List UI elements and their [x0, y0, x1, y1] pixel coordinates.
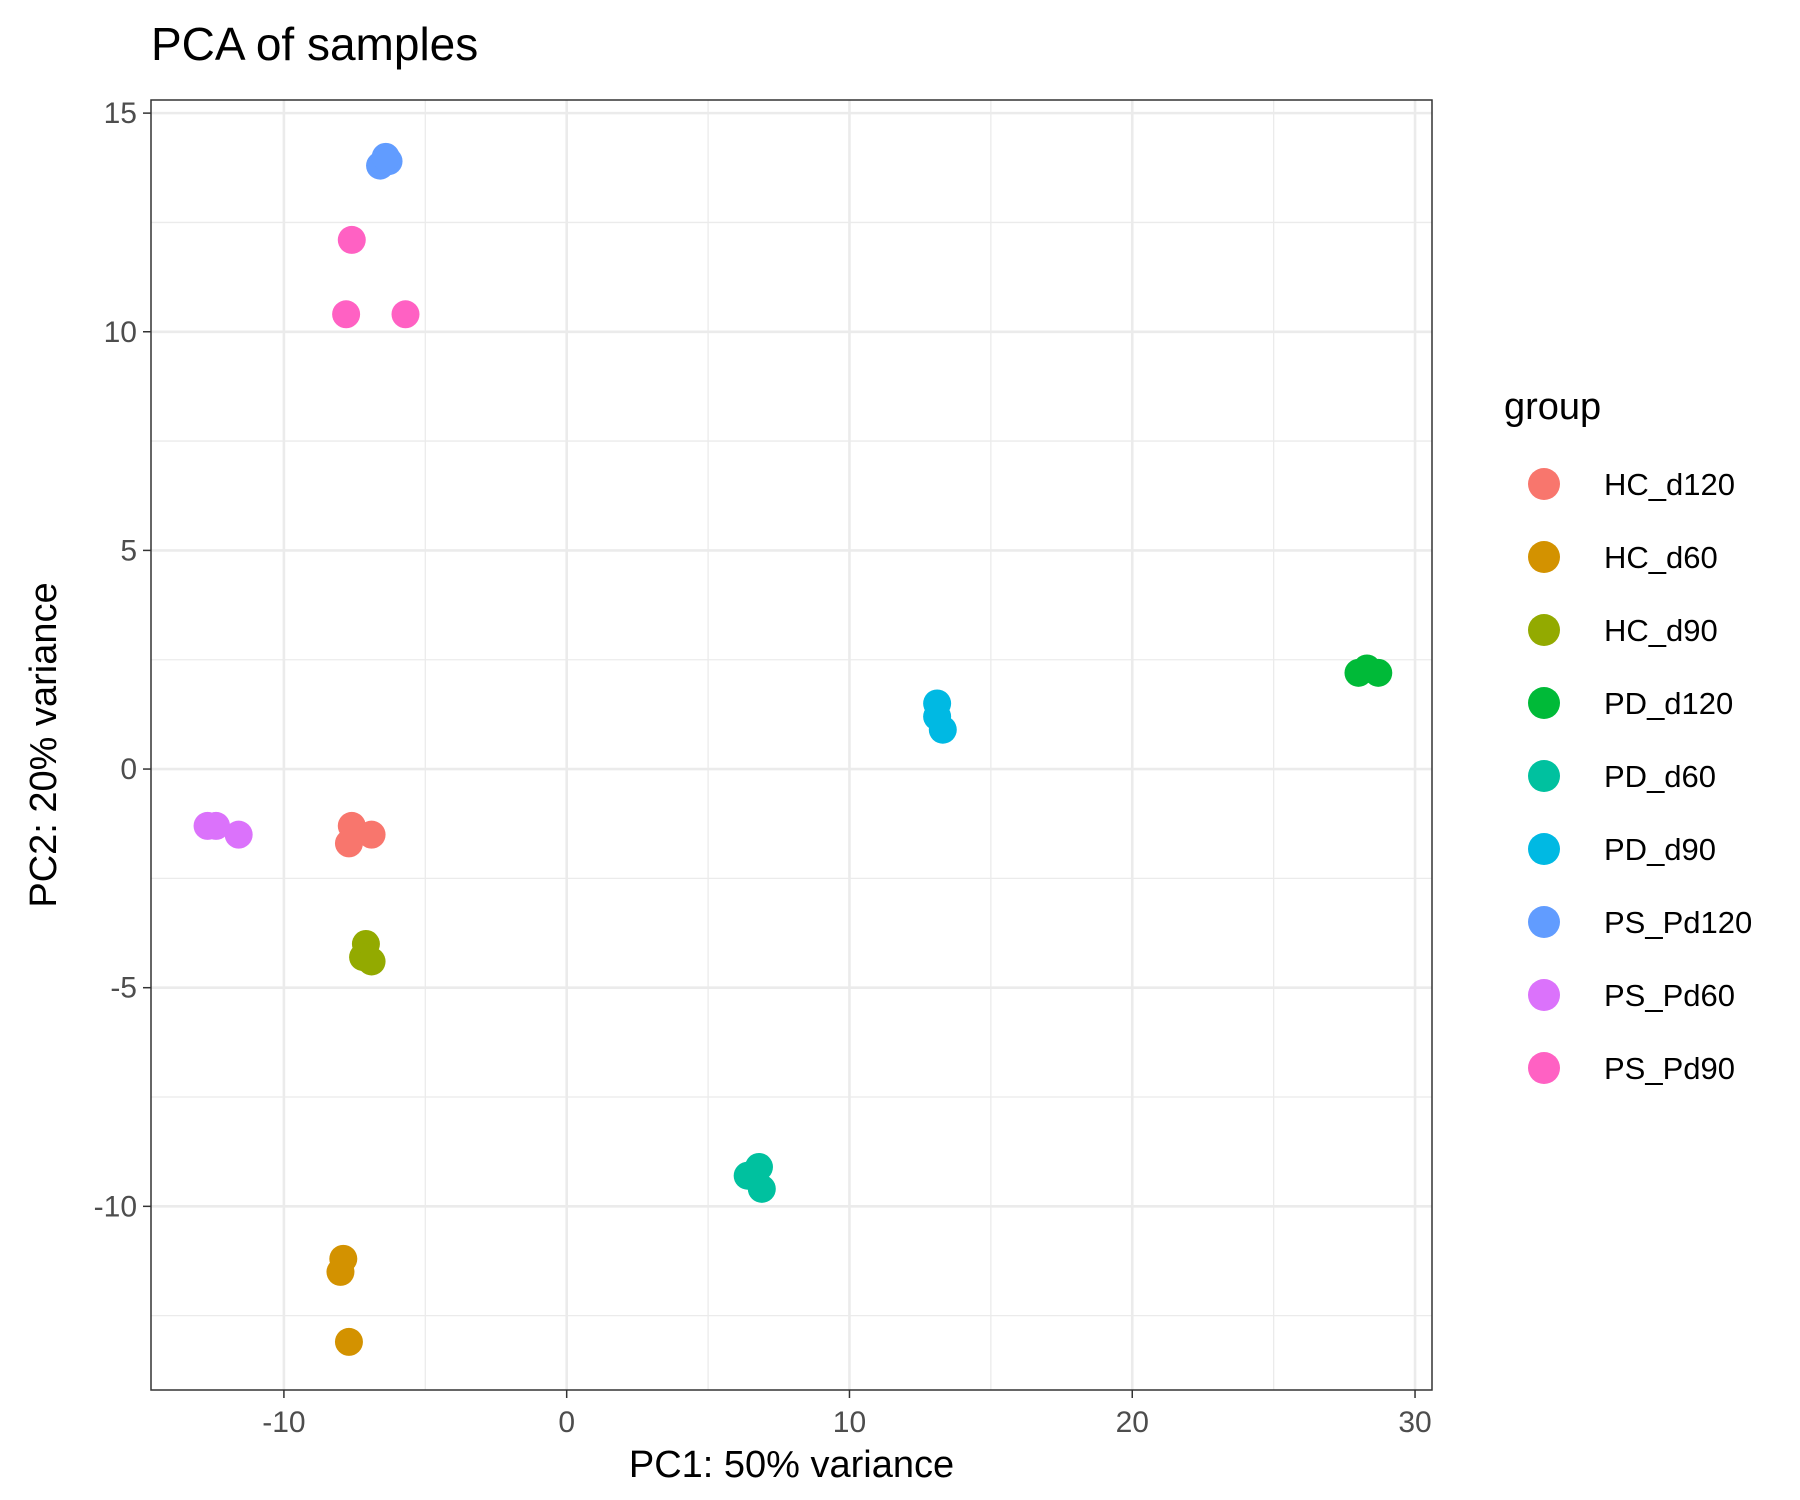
point-hc-d60 [334, 1327, 363, 1356]
x-tick-label: -10 [262, 1406, 305, 1439]
data-points [193, 142, 1393, 1356]
point-ps-pd60 [224, 820, 253, 849]
legend-key-pd-d90 [1528, 833, 1560, 865]
x-tick-label: 20 [1116, 1406, 1149, 1439]
x-axis-title: PC1: 50% variance [629, 1444, 954, 1486]
point-hc-d60 [326, 1257, 355, 1286]
legend-key-hc-d120 [1528, 468, 1560, 500]
axes: -10 0 10 20 30 -10 -5 0 5 10 15 [94, 97, 1432, 1439]
y-tick-label: 15 [104, 97, 137, 130]
legend-title: group [1504, 386, 1601, 428]
legend-key-pd-d60 [1528, 760, 1560, 792]
legend-label: PS_Pd60 [1604, 978, 1735, 1013]
point-pd-d60 [747, 1174, 776, 1203]
point-ps-pd90 [332, 300, 361, 329]
point-hc-d90 [357, 947, 386, 976]
legend: group HC_d120 HC_d60 HC_d90 PD_d120 PD_d60 PD… [1504, 386, 1752, 1086]
legend-label: PD_d120 [1604, 686, 1733, 721]
y-axis-title: PC2: 20% variance [23, 582, 65, 907]
legend-label: PS_Pd120 [1604, 905, 1752, 940]
legend-label: HC_d90 [1604, 613, 1718, 648]
x-tick-label: 0 [558, 1406, 575, 1439]
legend-key-hc-d60 [1528, 541, 1560, 573]
grid-lines [151, 100, 1432, 1390]
plot-background [151, 100, 1432, 1390]
point-ps-pd120 [371, 142, 400, 171]
legend-items: HC_d120 HC_d60 HC_d90 PD_d120 PD_d60 PD_d90 PS… [1528, 467, 1752, 1086]
y-tick-label: -10 [94, 1190, 137, 1223]
point-pd-d90 [928, 715, 957, 744]
point-pd-d120 [1364, 658, 1393, 687]
legend-key-ps-pd60 [1528, 979, 1560, 1011]
point-hc-d120 [357, 820, 386, 849]
legend-label: HC_d60 [1604, 540, 1718, 575]
legend-key-ps-pd120 [1528, 906, 1560, 938]
chart-title: PCA of samples [151, 18, 478, 70]
legend-key-ps-pd90 [1528, 1052, 1560, 1084]
y-tick-label: -5 [110, 972, 137, 1005]
plot-border [150, 99, 1433, 1391]
legend-label: PS_Pd90 [1604, 1051, 1735, 1086]
point-ps-pd60 [202, 811, 231, 840]
legend-key-pd-d120 [1528, 687, 1560, 719]
legend-label: PD_d90 [1604, 832, 1716, 867]
point-ps-pd90 [391, 300, 420, 329]
legend-key-hc-d90 [1528, 614, 1560, 646]
plot-panel [150, 99, 1433, 1391]
x-tick-label: 30 [1398, 1406, 1431, 1439]
point-hc-d120 [334, 829, 363, 858]
point-ps-pd90 [337, 225, 366, 254]
x-tick-label: 10 [833, 1406, 866, 1439]
y-tick-label: 10 [104, 316, 137, 349]
legend-label: PD_d60 [1604, 759, 1716, 794]
point-pd-d60 [744, 1152, 773, 1181]
y-tick-label: 0 [120, 753, 137, 786]
y-tick-label: 5 [120, 534, 137, 567]
legend-label: HC_d120 [1604, 467, 1735, 502]
